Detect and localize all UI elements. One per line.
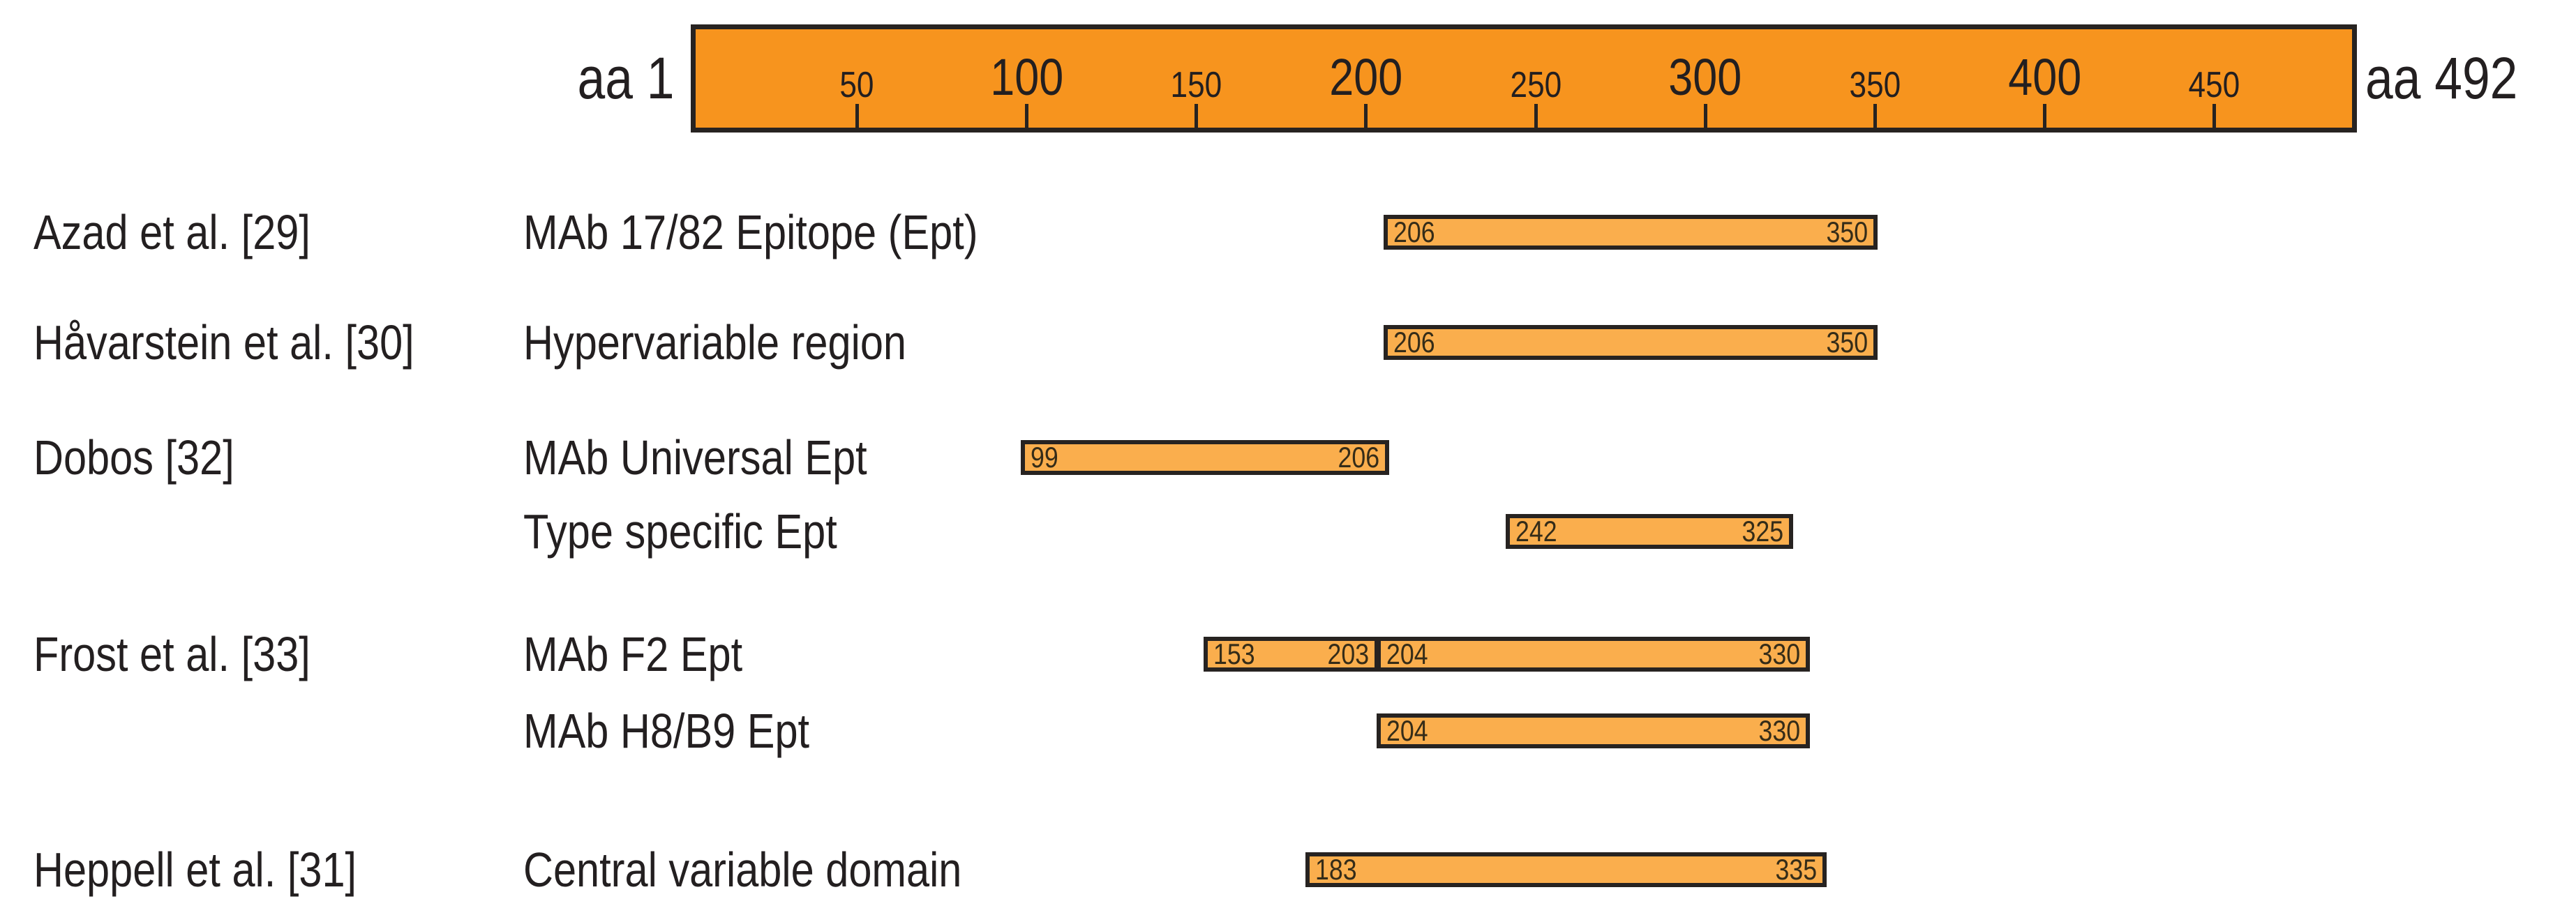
- range-start-value: 99: [1030, 441, 1058, 474]
- ruler-tick-label-350: 350: [1805, 67, 1945, 103]
- ruler-tick-label-50: 50: [787, 67, 927, 103]
- figure-row-4: Type specific Ept 242 325: [0, 506, 2576, 557]
- range-start-value: 242: [1515, 515, 1557, 547]
- range-bar: 204 330: [1377, 713, 1811, 748]
- author-text: Heppell et al. [31]: [33, 842, 357, 897]
- range-start-value: 204: [1386, 714, 1428, 747]
- ruler-tick-value: 200: [1329, 48, 1403, 106]
- aa-start-label: aa 1: [419, 47, 674, 109]
- ruler-tick-300: [1703, 104, 1707, 128]
- feature-text: Central variable domain: [523, 842, 962, 897]
- figure-row-2: Håvarstein et al. [30] Hypervariable regi…: [0, 317, 2576, 368]
- aa-start-text: aa 1: [577, 45, 674, 111]
- feature-label: Type specific Ept: [523, 506, 892, 557]
- feature-text: Type specific Ept: [523, 504, 837, 559]
- ruler-tick-value: 150: [1170, 65, 1222, 105]
- feature-label: Hypervariable region: [523, 317, 974, 368]
- range-start-value: 153: [1213, 637, 1255, 670]
- ruler-tick-value: 100: [990, 48, 1063, 106]
- feature-label: Central variable domain: [523, 844, 1039, 895]
- aa-ruler: [691, 24, 2357, 133]
- range-start-value: 206: [1393, 216, 1435, 248]
- ruler-tick-150: [1195, 104, 1199, 128]
- range-end-value: 206: [1338, 441, 1380, 474]
- author-text: Håvarstein et al. [30]: [33, 315, 414, 370]
- ruler-tick-400: [2043, 104, 2047, 128]
- ruler-tick-label-450: 450: [2145, 67, 2284, 103]
- ruler-tick-100: [1024, 104, 1028, 128]
- feature-label: MAb Universal Ept: [523, 432, 928, 483]
- ruler-tick-label-300: 300: [1635, 52, 1775, 103]
- figure-row-5: Frost et al. [33] MAb F2 Ept 153 203 204 330: [0, 628, 2576, 680]
- ruler-tick-value: 50: [839, 65, 874, 105]
- range-start-value: 204: [1386, 637, 1428, 670]
- feature-text: MAb F2 Ept: [523, 627, 743, 681]
- feature-label: MAb F2 Ept: [523, 628, 781, 680]
- figure-row-6: MAb H8/B9 Ept 204 330: [0, 705, 2576, 757]
- author-label: Håvarstein et al. [30]: [33, 317, 481, 368]
- ruler-tick-label-200: 200: [1296, 52, 1436, 103]
- author-label: Frost et al. [33]: [33, 628, 359, 680]
- aa-end-label: aa 492: [2365, 47, 2545, 109]
- ruler-tick-250: [1534, 104, 1538, 128]
- range-bar: 183 335: [1305, 852, 1827, 887]
- figure-row-3: Dobos [32] MAb Universal Ept 99 206: [0, 432, 2576, 483]
- ruler-tick-label-150: 150: [1127, 67, 1266, 103]
- ruler-tick-450: [2212, 104, 2217, 128]
- range-start-value: 183: [1315, 853, 1357, 886]
- range-end-value: 203: [1327, 637, 1370, 670]
- feature-text: MAb H8/B9 Ept: [523, 704, 810, 758]
- ruler-tick-200: [1364, 104, 1368, 128]
- aa-end-text: aa 492: [2365, 45, 2518, 111]
- author-text: Frost et al. [33]: [33, 627, 310, 681]
- range-bar: 206 350: [1384, 325, 1878, 360]
- ruler-tick-label-100: 100: [957, 52, 1096, 103]
- range-bar: 204 330: [1377, 637, 1811, 672]
- ruler-tick-value: 250: [1510, 65, 1562, 105]
- range-end-value: 350: [1826, 216, 1869, 248]
- range-end-value: 325: [1742, 515, 1783, 547]
- ruler-tick-50: [855, 104, 859, 128]
- range-end-value: 350: [1826, 326, 1869, 358]
- ruler-tick-label-250: 250: [1466, 67, 1605, 103]
- feature-label: MAb H8/B9 Ept: [523, 705, 860, 757]
- range-end-value: 330: [1758, 637, 1801, 670]
- feature-text: Hypervariable region: [523, 315, 907, 370]
- range-bar: 99 206: [1020, 440, 1390, 475]
- range-bar: 153 203: [1204, 637, 1379, 672]
- range-end-value: 330: [1758, 714, 1801, 747]
- ruler-tick-value: 350: [1849, 65, 1901, 105]
- figure-row-7: Heppell et al. [31] Central variable doma…: [0, 844, 2576, 895]
- range-bar: 206 350: [1384, 215, 1878, 250]
- feature-text: MAb 17/82 Epitope (Ept): [523, 205, 978, 259]
- ruler-tick-value: 400: [2008, 48, 2082, 106]
- range-end-value: 335: [1775, 853, 1818, 886]
- author-label: Azad et al. [29]: [33, 206, 359, 258]
- ruler-tick-label-400: 400: [1975, 52, 2115, 103]
- feature-text: MAb Universal Ept: [523, 430, 867, 485]
- range-start-value: 206: [1393, 326, 1435, 358]
- author-label: Dobos [32]: [33, 432, 270, 483]
- author-label: Heppell et al. [31]: [33, 844, 414, 895]
- figure-row-1: Azad et al. [29] MAb 17/82 Epitope (Ept) 2…: [0, 206, 2576, 258]
- ruler-tick-value: 300: [1668, 48, 1742, 106]
- ruler-tick-350: [1873, 104, 1877, 128]
- author-text: Dobos [32]: [33, 430, 234, 485]
- author-text: Azad et al. [29]: [33, 205, 310, 259]
- feature-label: MAb 17/82 Epitope (Ept): [523, 206, 1058, 258]
- range-bar: 242 325: [1506, 514, 1793, 549]
- ruler-tick-value: 450: [2188, 65, 2240, 105]
